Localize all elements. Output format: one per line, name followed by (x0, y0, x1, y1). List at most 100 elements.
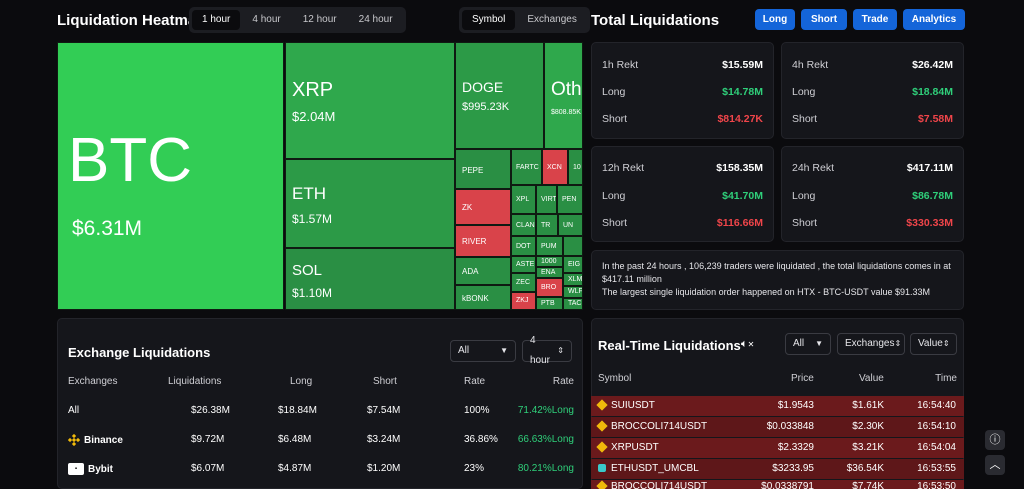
tile-label: XCN (547, 164, 562, 171)
tile-label: PUM (541, 243, 557, 250)
exchange-label: Bybit (88, 463, 113, 475)
tile-broccoli[interactable]: BRO (536, 278, 563, 297)
tile-ptb[interactable]: PTB (536, 297, 563, 310)
analytics-button[interactable]: Analytics (903, 9, 965, 30)
tile-river[interactable]: RIVER (455, 225, 511, 257)
col-rate: Rate (464, 376, 486, 387)
long-value: $14.78M (722, 86, 763, 98)
tile-eigen[interactable]: EIG (563, 256, 583, 273)
tile-zkj[interactable]: ZKJ (511, 292, 536, 310)
tile-zk[interactable]: ZK (455, 189, 511, 225)
tile-ada[interactable]: ADA (455, 257, 511, 285)
tile-ena[interactable]: ENA (536, 267, 563, 278)
tile-aster[interactable]: ASTE (511, 256, 536, 273)
tile-clanker[interactable]: CLAN (511, 214, 536, 236)
tile-kbonk[interactable]: kBONK (455, 285, 511, 310)
tile-zec[interactable]: ZEC (511, 273, 536, 292)
realtime-exchanges-select[interactable]: Exchanges ⇕ (837, 333, 905, 355)
tile-sol[interactable]: SOL $1.10M (285, 248, 455, 310)
tile-xrp[interactable]: XRP $2.04M (285, 42, 455, 159)
tile-xpl[interactable]: XPL (511, 185, 536, 214)
card-label: 12h Rekt (602, 162, 645, 174)
select-value: Value (918, 338, 943, 349)
short-label: Short (792, 113, 818, 125)
tile-xlm[interactable]: XLM (563, 273, 583, 286)
card-total: $417.11M (906, 162, 953, 174)
tab-24-hour[interactable]: 24 hour (358, 14, 393, 25)
time-range-tabs: 1 hour 4 hour 12 hour 24 hour (189, 7, 406, 33)
tile-label: ETH (292, 184, 326, 203)
tile-oth[interactable]: Oth $808.85K (544, 42, 583, 149)
col-exchanges: Exchanges (68, 376, 118, 387)
exchange-liquidations-title: Exchange Liquidations (68, 345, 211, 360)
long-label: Long (602, 86, 626, 98)
tab-1-hour[interactable]: 1 hour (192, 10, 241, 30)
tile-dot[interactable]: DOT (511, 236, 536, 256)
binance-logo-icon (596, 420, 608, 433)
tile-10[interactable]: 10 (568, 149, 583, 185)
card-total: $26.42M (912, 59, 953, 71)
realtime-row[interactable]: BROCCOLI714USDT $0.0338791 $7.74K 16:53:… (591, 480, 964, 489)
long-value: $86.78M (912, 190, 953, 202)
tile-label: XPL (516, 196, 530, 203)
tile-un[interactable]: UN (558, 214, 583, 236)
price: $0.033848 (766, 421, 814, 432)
heatmap-title: Liquidation Heatmap (57, 12, 206, 29)
short-value: $3.24M (367, 434, 401, 445)
realtime-value-select[interactable]: Value ⇕ (910, 333, 957, 355)
card-total: $158.35M (716, 162, 763, 174)
tile-value: $1.57M (292, 212, 333, 226)
tile-label: ADA (462, 267, 479, 276)
scroll-top-icon[interactable]: ︿ (985, 455, 1005, 475)
exchange-period-select[interactable]: 4 hour ⇕ (522, 335, 572, 366)
realtime-row[interactable]: BROCCOLI714USDT $0.033848 $2.30K 16:54:1… (591, 417, 964, 437)
sound-mute-icon[interactable]: 🔈︎✕ (741, 338, 755, 350)
tile-label: FARTC (516, 164, 539, 171)
tile-doge[interactable]: DOGE $995.23K (455, 42, 544, 149)
value: $3.21K (852, 442, 884, 453)
tile-tr[interactable]: TR (536, 214, 558, 236)
card-total: $15.59M (722, 59, 763, 71)
tile-pengu[interactable]: PEN (557, 185, 583, 214)
tab-symbol[interactable]: Symbol (462, 10, 516, 30)
tab-12-hour[interactable]: 12 hour (302, 14, 337, 25)
tile-misc-a[interactable] (563, 236, 583, 256)
help-icon[interactable]: ⓘ (985, 430, 1005, 450)
tile-tac[interactable]: TAC (563, 298, 583, 310)
tile-1000[interactable]: 1000 (536, 256, 563, 267)
select-value: All (458, 345, 470, 356)
tile-label: PEN (562, 196, 577, 203)
tile-pump[interactable]: PUM (536, 236, 563, 256)
tile-label: BRO (541, 284, 557, 291)
tile-wlfi[interactable]: WLF (563, 286, 583, 298)
tab-4-hour[interactable]: 4 hour (252, 14, 281, 25)
summary-line-1: In the past 24 hours , 106,239 traders w… (602, 261, 951, 284)
long-button[interactable]: Long (755, 9, 795, 30)
tile-label: CLAN (516, 222, 535, 229)
tile-eth[interactable]: ETH $1.57M (285, 159, 455, 248)
realtime-row[interactable]: ETHUSDT_UMCBL $3233.95 $36.54K 16:53:55 (591, 459, 964, 479)
realtime-row[interactable]: SUIUSDT $1.9543 $1.61K 16:54:40 (591, 396, 964, 416)
tab-exchanges[interactable]: Exchanges (527, 14, 577, 25)
tile-xcn[interactable]: XCN (542, 149, 568, 185)
view-tabs: Symbol Exchanges (459, 7, 590, 33)
tile-virtual[interactable]: VIRT (536, 185, 557, 214)
value: $1.61K (852, 400, 884, 411)
tile-fartcoin[interactable]: FARTC (511, 149, 542, 185)
tile-pepe[interactable]: PEPE (455, 149, 511, 189)
realtime-row[interactable]: XRPUSDT $2.3329 $3.21K 16:54:04 (591, 438, 964, 458)
short-button[interactable]: Short (801, 9, 847, 30)
tile-label: ENA (541, 269, 556, 276)
tile-btc[interactable]: BTC $6.31M (57, 42, 284, 310)
tile-label: UN (563, 222, 574, 229)
liquidation-heatmap: BTC $6.31M XRP $2.04M ETH $1.57M SOL $1.… (57, 42, 583, 310)
tile-label: DOGE (462, 79, 504, 95)
tile-label: SOL (292, 262, 323, 279)
tile-label: 10 (573, 164, 581, 171)
realtime-filter-select[interactable]: All ▼ (785, 333, 831, 355)
tile-label: Oth (551, 79, 582, 100)
trade-button[interactable]: Trade (853, 9, 897, 30)
short-value: $1.20M (367, 463, 401, 474)
exchange-filter-select[interactable]: All ▼ (450, 340, 516, 362)
tile-label: kBONK (462, 294, 489, 303)
